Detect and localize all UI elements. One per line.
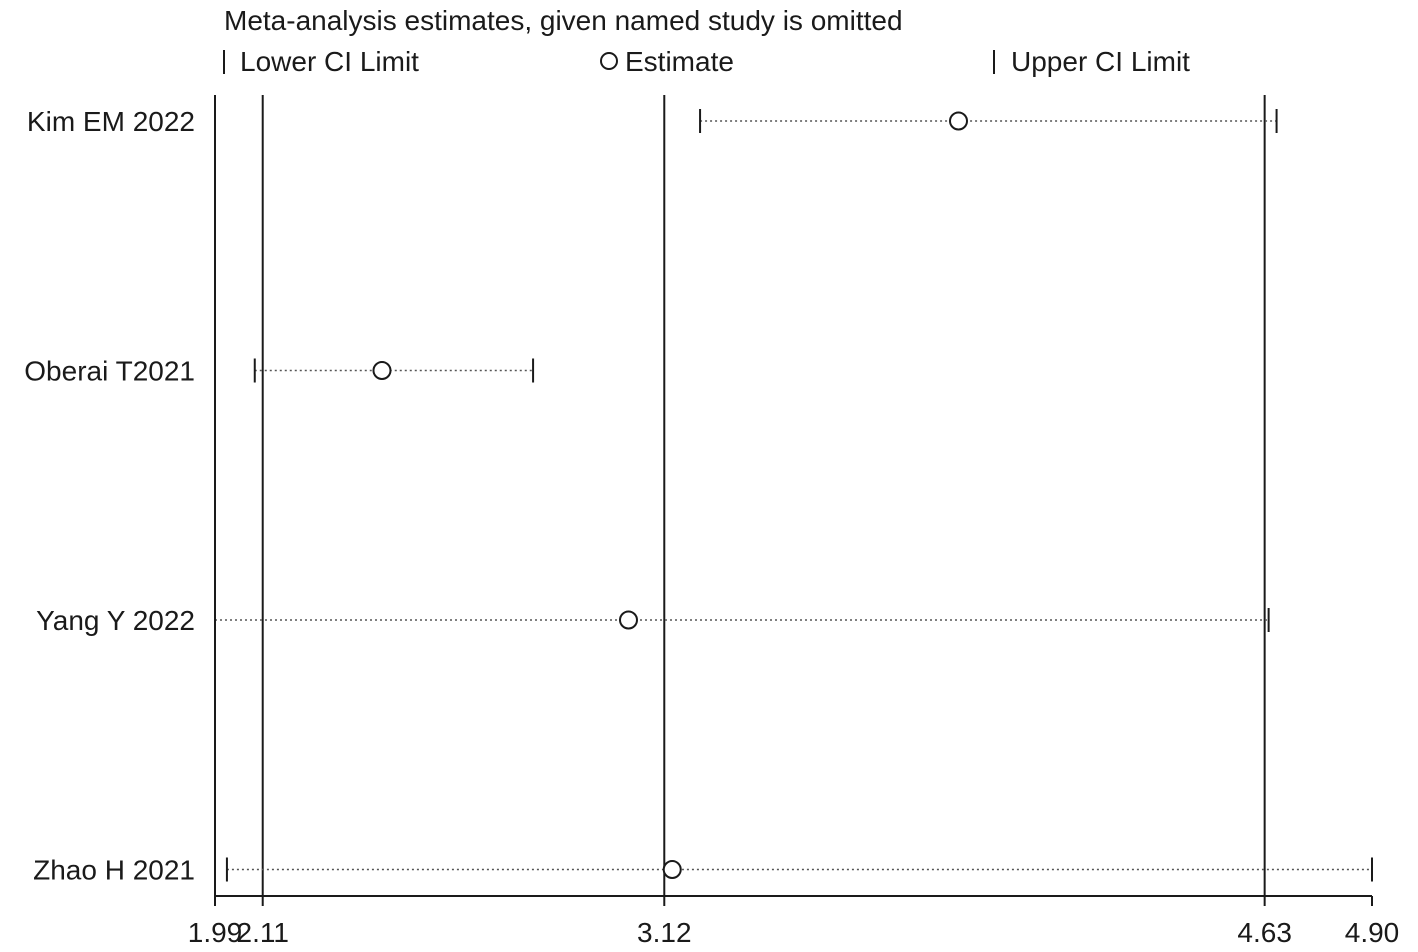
reference-lines bbox=[261, 95, 1266, 896]
x-axis-ticks: 1.992.11 3.12 4.63 4.90 bbox=[188, 896, 1400, 948]
study-label-2: Yang Y 2022 bbox=[36, 605, 195, 636]
study-label-3: Zhao H 2021 bbox=[33, 855, 195, 886]
legend-estimate-circle bbox=[600, 52, 618, 70]
estimate-point-0 bbox=[949, 111, 969, 131]
legend-upper-label: Upper CI Limit bbox=[1011, 46, 1190, 77]
x-tick-label-1: 2.11 bbox=[237, 917, 289, 948]
x-tick-label-4: 4.90 bbox=[1345, 917, 1400, 948]
study-rows: Kim EM 2022 Oberai T2021 Yang Y 2022 Zhao H… bbox=[24, 106, 1373, 886]
x-tick-label-2: 3.12 bbox=[637, 917, 692, 948]
x-tick-label-0: 1.99 bbox=[188, 917, 243, 948]
x-tick-label-3: 4.63 bbox=[1237, 917, 1292, 948]
study-label-0: Kim EM 2022 bbox=[27, 106, 195, 137]
legend-estimate-label: Estimate bbox=[625, 46, 734, 77]
legend-lower-label: Lower CI Limit bbox=[240, 46, 419, 77]
chart-title: Meta-analysis estimates, given named stu… bbox=[224, 5, 903, 36]
study-label-1: Oberai T2021 bbox=[24, 356, 195, 387]
estimate-point-2 bbox=[618, 610, 638, 630]
estimate-point-1 bbox=[372, 361, 392, 380]
legend: Lower CI Limit Estimate Upper CI Limit bbox=[223, 46, 1190, 77]
estimate-point-3 bbox=[662, 860, 682, 879]
